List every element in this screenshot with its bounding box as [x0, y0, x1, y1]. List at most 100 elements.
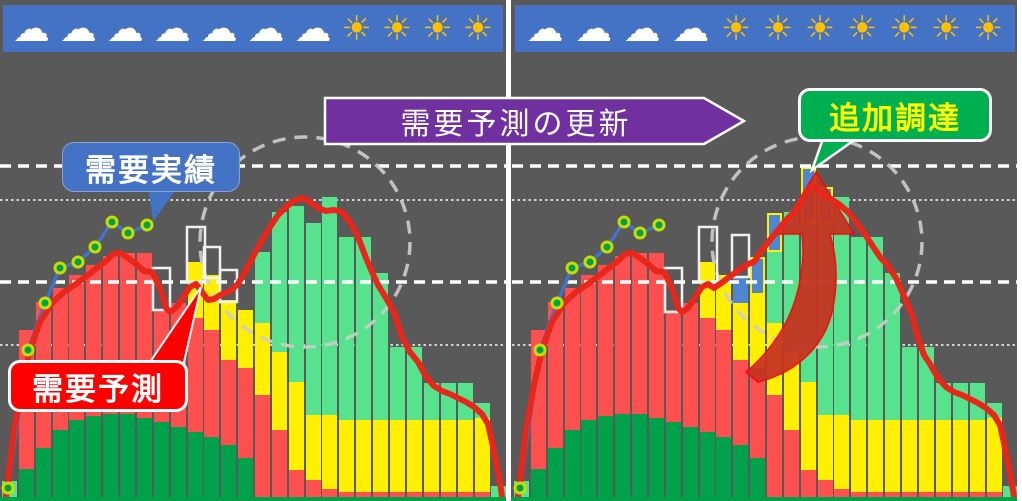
panel-right-after-update: ☁ ☁ ☁ ☁ ☀ ☀ ☀ ☀ ☀ ☀ ☀ [512, 0, 1018, 501]
sun-icon: ☀ [462, 9, 494, 48]
sun-icon: ☀ [846, 9, 878, 48]
bar-segment-red [649, 253, 664, 418]
bar-segment-dgreen [19, 469, 34, 497]
bar-segment-blue [818, 187, 833, 223]
bar-segment-yellow [306, 415, 321, 480]
bar-segment-yellow [919, 420, 934, 492]
bar-segment-red [272, 430, 287, 497]
bar-segment-red [221, 360, 236, 445]
cloud-icon: ☁ [12, 8, 50, 49]
bar-segment-yellow [970, 420, 985, 492]
bar-segment-mint [919, 347, 934, 420]
bar-segment-red [801, 470, 816, 497]
bar-segment-yellow [700, 262, 715, 318]
bar-segment-yellow [902, 420, 917, 492]
actual-demand-dot [633, 226, 647, 240]
bar-segment-mint [868, 237, 883, 420]
bar-segment-dgreen [733, 445, 748, 497]
bar-segment-yellow [767, 323, 782, 395]
bar-segment-dgreen [565, 430, 580, 497]
bar-segment-red [306, 480, 321, 497]
bar-segment-yellow [458, 420, 473, 492]
bar-segment-yellow [868, 420, 883, 492]
bar-segment-red [598, 265, 613, 416]
panel-left-before-update: ☁ ☁ ☁ ☁ ☁ ☁ ☁ ☀ ☀ ☀ ☀ [0, 0, 506, 501]
bar-segment-mint [272, 212, 287, 352]
bar-segment-mint [289, 206, 304, 382]
bar-segment-red [548, 302, 563, 448]
reserve-capacity-box [218, 268, 239, 304]
actual-demand-dot [53, 261, 67, 275]
bar-segment-blue [733, 277, 748, 303]
actual-demand-dot [617, 215, 631, 229]
sun-icon: ☀ [972, 9, 1004, 48]
bar-segment-yellow [936, 420, 951, 492]
bar-segment-yellow [716, 275, 731, 330]
bar-segment-dgreen [615, 414, 630, 497]
sun-icon: ☀ [381, 9, 413, 48]
cloud-icon: ☁ [153, 8, 191, 49]
bar-segment-red [322, 489, 337, 497]
bar-segment-blue [801, 167, 816, 223]
bar-segment-mint [936, 383, 951, 420]
panel-divider [506, 0, 511, 501]
bar-segment-yellow [987, 418, 1002, 492]
bar-segment-dgreen [188, 432, 203, 497]
bar-segment-mint [339, 237, 354, 420]
actual-demand-dot [140, 218, 154, 232]
sun-icon: ☀ [762, 9, 794, 48]
bar-segment-mint [1003, 486, 1018, 497]
bar-segment-dgreen [171, 427, 186, 497]
bar-segment-yellow [750, 295, 765, 368]
bar-segment-dgreen [683, 427, 698, 497]
cloud-icon: ☁ [294, 8, 332, 49]
bar-segment-mint [407, 347, 422, 420]
bar-segment-mint [2, 481, 17, 497]
bar-segment-dgreen [700, 432, 715, 497]
update-banner-label: 需要予測の更新 [400, 108, 632, 141]
bar-segment-red [615, 256, 630, 414]
bar-segment-mint [818, 223, 833, 415]
bar-segment-red [767, 395, 782, 497]
sun-icon: ☀ [341, 9, 372, 48]
sun-icon: ☀ [720, 9, 752, 48]
bar-segment-yellow [339, 420, 354, 492]
bar-segment-red [565, 288, 580, 430]
bar-segment-yellow [390, 420, 405, 492]
actual-demand-dot [71, 255, 85, 269]
bar-segment-red [834, 489, 849, 497]
bar-segment-yellow [851, 420, 866, 492]
bar-segment-yellow [407, 420, 422, 492]
bar-segment-red [238, 368, 253, 458]
bar-segment-mint [255, 252, 270, 323]
cloud-icon: ☁ [672, 8, 710, 49]
bar-segment-yellow [953, 420, 968, 492]
bar-segment-mint [885, 273, 900, 420]
bar-segment-dgreen [69, 420, 84, 497]
bar-segment-yellow [834, 415, 849, 489]
bar-segment-dgreen [238, 458, 253, 497]
bar-segment-red [818, 480, 833, 497]
bar-segment-mint [390, 347, 405, 420]
reserve-capacity-box [151, 266, 172, 312]
bar-segment-yellow [322, 415, 337, 489]
bar-segment-red [531, 330, 546, 469]
bar-segment-dgreen [204, 437, 219, 497]
bar-segment-red [255, 395, 270, 497]
bar-segment-dgreen [716, 437, 731, 497]
chart-baseline [0, 497, 1022, 501]
bar-segment-mint [514, 481, 529, 497]
bar-segment-yellow [238, 310, 253, 368]
bar-segment-red [666, 310, 681, 422]
bar-segment-dgreen [581, 420, 596, 497]
bar-segment-yellow [188, 262, 203, 318]
bar-segment-dgreen [531, 469, 546, 497]
forecast-demand-callout: 需要予測 [8, 360, 188, 412]
actual-demand-dot [600, 240, 614, 254]
bar-segment-yellow [221, 300, 236, 360]
bar-segment-dgreen [137, 418, 152, 497]
bar-segment-red [632, 253, 647, 414]
bar-segment-yellow [255, 323, 270, 395]
bar-segment-yellow [289, 382, 304, 470]
actual-demand-dot [88, 240, 102, 254]
